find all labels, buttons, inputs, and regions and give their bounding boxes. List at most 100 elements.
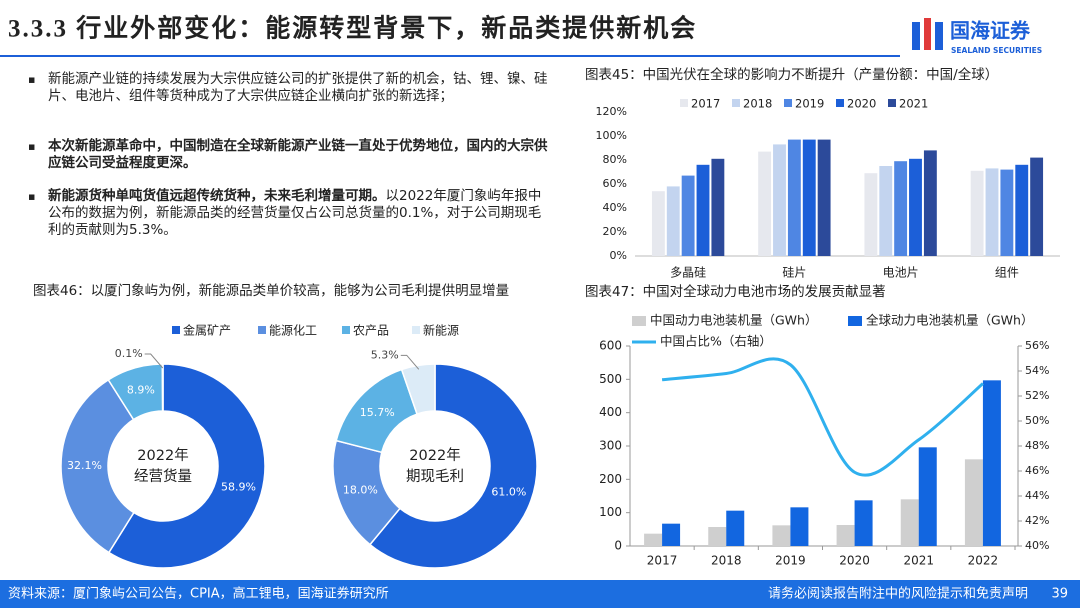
legend-swatch	[632, 316, 646, 326]
legend-label: 2017	[691, 97, 720, 111]
y-tick-label: 600	[599, 339, 622, 353]
x-tick-label: 组件	[995, 266, 1019, 280]
leader-line	[144, 353, 164, 369]
bar	[918, 447, 937, 546]
x-tick-label: 2019	[775, 554, 806, 568]
data-label: 32.1%	[67, 459, 102, 472]
bar	[708, 527, 727, 546]
y2-tick-label: 52%	[1025, 389, 1049, 402]
bar	[923, 150, 937, 256]
x-tick-label: 2021	[903, 554, 934, 568]
bar	[651, 191, 665, 256]
bar	[1030, 157, 1044, 256]
y-tick-label: 0%	[610, 249, 627, 262]
footer-disclaimer: 请务必阅读报告附注中的风险提示和免责声明	[768, 586, 1028, 602]
y2-tick-label: 44%	[1025, 489, 1049, 502]
bar	[787, 139, 801, 256]
y2-tick-label: 42%	[1025, 514, 1049, 527]
bar	[773, 144, 786, 256]
bullet-text: 新能源产业链的持续发展为大宗供应链公司的扩张提供了新的机会，钴、锂、镍、硅片、电…	[48, 71, 548, 104]
donut-segment	[107, 363, 266, 569]
footer-source: 资料来源：厦门象屿公司公告，CPIA，高工锂电，国海证券研究所	[8, 586, 389, 602]
legend-swatch	[888, 99, 896, 107]
slide-title: 3.3.3 行业外部变化：能源转型背景下，新品类提供新机会	[8, 14, 697, 43]
legend-swatch	[680, 99, 688, 107]
bar	[726, 510, 745, 546]
bar	[854, 500, 873, 546]
data-label: 61.0%	[491, 486, 526, 499]
bar	[894, 161, 908, 256]
donut-segment	[161, 363, 164, 412]
legend-label: 2021	[899, 97, 928, 111]
x-tick-label: 硅片	[782, 266, 806, 280]
legend-swatch	[784, 99, 792, 107]
data-label: 58.9%	[221, 481, 256, 494]
bar	[696, 164, 710, 256]
legend-swatch	[258, 326, 266, 334]
x-tick-label: 多晶硅	[670, 266, 706, 280]
x-tick-label: 2020	[839, 554, 870, 568]
bar	[681, 175, 695, 256]
y2-tick-label: 50%	[1025, 414, 1049, 427]
leader-line	[400, 354, 420, 370]
donut-segment	[60, 378, 135, 554]
legend-label: 金属矿产	[183, 323, 231, 338]
bullet-bold: 本次新能源革命中，中国制造在全球新能源产业链一直处于优势地位，国内的大宗供应链公…	[48, 138, 548, 171]
bullet: 新能源产业链的持续发展为大宗供应链公司的扩张提供了新的机会，钴、锂、镍、硅片、电…	[28, 71, 548, 105]
bar	[985, 168, 999, 256]
logo-subtext: SEALAND SECURITIES	[951, 46, 1042, 55]
y2-tick-label: 46%	[1025, 464, 1049, 477]
center-label: 经营货量	[134, 468, 192, 485]
bar	[666, 186, 680, 256]
bar	[964, 459, 983, 546]
bar	[802, 139, 816, 256]
legend-swatch	[342, 326, 350, 334]
bar	[982, 380, 1001, 546]
y-tick-label: 500	[599, 372, 622, 386]
legend-label: 全球动力电池装机量（GWh）	[866, 313, 1033, 328]
y-tick-label: 80%	[603, 153, 627, 166]
legend-label: 2018	[743, 97, 772, 111]
legend-label: 2019	[795, 97, 824, 111]
bullet: 新能源货种单吨货值远超传统货种，未来毛利增量可期。以2022年厦门象屿年报中公布…	[28, 188, 548, 239]
y-tick-label: 300	[599, 439, 622, 453]
legend-swatch	[836, 99, 844, 107]
center-label: 2022年	[137, 447, 188, 464]
y-tick-label: 60%	[603, 177, 627, 190]
y-tick-label: 100%	[596, 129, 627, 142]
x-tick-label: 2022	[968, 554, 999, 568]
footer-band	[0, 580, 1080, 608]
x-tick-label: 2017	[647, 554, 678, 568]
legend-swatch	[732, 99, 740, 107]
bullet-bold: 新能源货种单吨货值远超传统货种，未来毛利增量可期。	[48, 188, 386, 204]
legend-swatch	[412, 326, 420, 334]
donut-hole	[109, 412, 217, 520]
legend-swatch	[848, 316, 862, 326]
bar	[711, 158, 725, 256]
bar	[879, 166, 893, 256]
data-label: 0.1%	[115, 347, 143, 360]
bullet-text: 以2022年厦门象屿年报中公布的数据为例，新能源品类的经营货量仅占公司总货量的0…	[48, 188, 542, 238]
bullet: 本次新能源革命中，中国制造在全球新能源产业链一直处于优势地位，国内的大宗供应链公…	[28, 138, 548, 172]
y-tick-label: 120%	[596, 105, 627, 118]
logo-icon	[912, 18, 943, 50]
legend-label: 新能源	[423, 323, 459, 338]
legend-label: 2020	[847, 97, 876, 111]
data-label: 15.7%	[360, 406, 395, 419]
logo-text: 国海证券	[950, 19, 1031, 43]
x-tick-label: 电池片	[883, 266, 919, 280]
legend-label: 中国占比%（右轴）	[660, 334, 772, 349]
y2-tick-label: 56%	[1025, 339, 1049, 352]
data-label: 5.3%	[371, 348, 399, 361]
bar	[758, 151, 772, 256]
y2-tick-label: 40%	[1025, 539, 1049, 552]
chart-title: 图表45：中国光伏在全球的影响力不断提升（产量份额：中国/全球）	[585, 66, 998, 83]
bar	[970, 170, 984, 256]
legend-label: 中国动力电池装机量（GWh）	[650, 313, 817, 328]
bar	[1015, 164, 1029, 256]
y-tick-label: 40%	[603, 201, 627, 214]
y-tick-label: 20%	[603, 225, 627, 238]
bar	[790, 507, 809, 546]
